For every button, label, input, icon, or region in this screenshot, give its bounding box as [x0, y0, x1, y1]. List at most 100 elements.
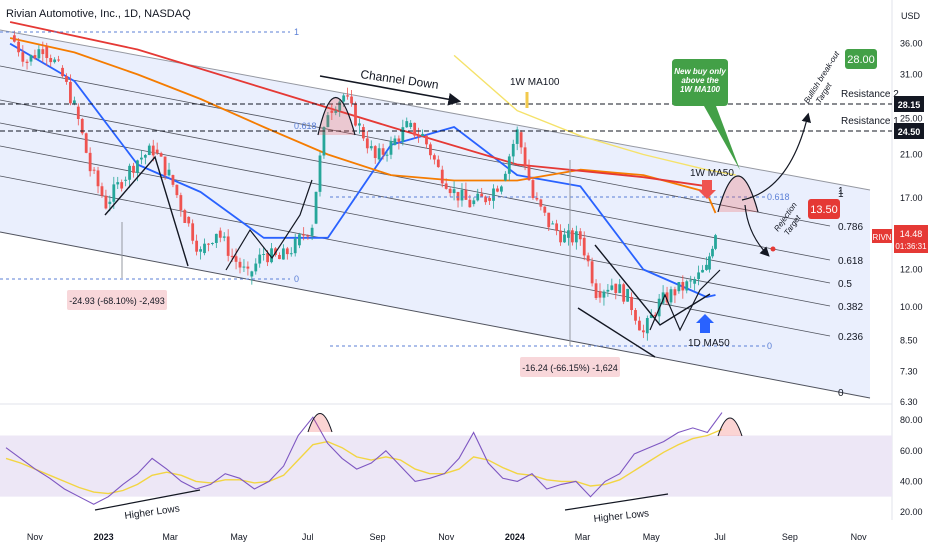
candle-body [385, 154, 389, 156]
rsi-tick-label: 80.00 [900, 415, 923, 425]
candle-body [293, 238, 297, 254]
candle-body [440, 169, 444, 184]
channel-fib-label: 1 [838, 186, 844, 197]
candle-body [17, 41, 20, 53]
candle-body [413, 122, 417, 136]
candle-body [689, 280, 693, 282]
candle-body [507, 156, 511, 174]
last-price-box [894, 225, 928, 253]
channel-fib-label: 0.5 [838, 279, 852, 290]
fib-1-right: 1 [838, 189, 844, 200]
candle-body [701, 269, 704, 273]
channel-fill [0, 30, 870, 398]
candle-body [547, 212, 551, 228]
candle-body [214, 233, 218, 243]
candle-body [92, 169, 96, 171]
time-tick-label: Mar [162, 532, 178, 542]
candle-body [128, 165, 131, 180]
candle-body [80, 119, 84, 134]
candle-body [199, 249, 202, 252]
candle-body [326, 115, 330, 128]
candle-body [444, 183, 448, 189]
candle-body [638, 320, 641, 331]
candle-body [147, 145, 151, 155]
candle-body [425, 135, 428, 145]
candle-body [401, 127, 405, 142]
candle-body [222, 236, 226, 238]
candle-body [242, 266, 246, 268]
channel-fib-label: 0.618 [838, 256, 863, 267]
candle-body [100, 186, 104, 196]
time-tick-label: Jul [714, 532, 726, 542]
rsi-top-arc-2 [717, 417, 743, 437]
candle-body [649, 314, 653, 319]
candle-body [369, 146, 373, 149]
candle-body [302, 234, 306, 236]
candle-body [120, 182, 124, 189]
resistance-1-label: Resistance 1 [841, 116, 899, 127]
candle-body [29, 55, 33, 62]
candle-body [464, 189, 468, 200]
price-tick-label: 10.00 [900, 302, 923, 312]
drop-label-1: -24.93 (-68.10%) -2,493 [69, 296, 165, 306]
time-tick-label: Sep [782, 532, 798, 542]
candle-body [409, 122, 413, 128]
target-high-value: 28.00 [847, 54, 875, 66]
candle-body [234, 256, 238, 262]
candle-body [570, 230, 574, 243]
candle-body [350, 96, 353, 104]
candle-body [306, 235, 310, 237]
candle-body [519, 132, 523, 148]
candle-body [346, 95, 350, 97]
candle-body [602, 291, 606, 298]
target-high-box [845, 49, 877, 69]
countdown-label: 01:36:31 [895, 242, 927, 251]
candle-body [626, 288, 630, 302]
candle-body [246, 266, 250, 269]
fib2-zero-label: 0 [767, 341, 772, 351]
price-tick-label: 25.00 [900, 114, 923, 124]
candle-body [531, 180, 535, 198]
time-tick-label: Mar [575, 532, 591, 542]
candle-body [641, 330, 645, 333]
candle-body [714, 235, 717, 249]
candle-body [582, 237, 586, 256]
candle-body [218, 230, 222, 238]
price-tick-label: 36.00 [900, 39, 923, 49]
candle-body [96, 170, 100, 187]
candle-body [53, 59, 57, 63]
candle-body [421, 133, 424, 137]
candle-body [665, 292, 669, 303]
candle-body [405, 121, 409, 128]
candle-body [645, 318, 649, 334]
candle-body [567, 230, 570, 238]
candle-body [468, 199, 472, 208]
top-arc-2 [717, 175, 759, 213]
candle-body [203, 243, 206, 254]
time-tick-label: May [643, 532, 661, 542]
channel-fib-line [0, 65, 831, 227]
candle-body [151, 145, 155, 156]
rsi-tick-label: 60.00 [900, 446, 923, 456]
candle-body [677, 282, 681, 292]
symbol-title: Rivian Automotive, Inc., 1D, NASDAQ [6, 8, 191, 20]
zigzag-1 [225, 179, 313, 271]
candle-body [250, 271, 254, 277]
candle-body [397, 138, 401, 142]
fib2-0618-label: 0.618 [767, 192, 790, 202]
rejection-dot [770, 246, 776, 252]
candle-body [230, 255, 234, 257]
candle-body [515, 129, 519, 144]
target-low-value: 13.50 [810, 204, 838, 216]
candle-body [630, 296, 633, 311]
candle-body [143, 154, 147, 158]
support-line-2 [577, 307, 656, 358]
candle-body [69, 81, 72, 104]
candle-body [460, 189, 464, 201]
resistance-2-label: Resistance 2 [841, 89, 899, 100]
candle-body [266, 253, 270, 263]
candle-body [480, 193, 484, 197]
rsi-line [5, 412, 723, 505]
